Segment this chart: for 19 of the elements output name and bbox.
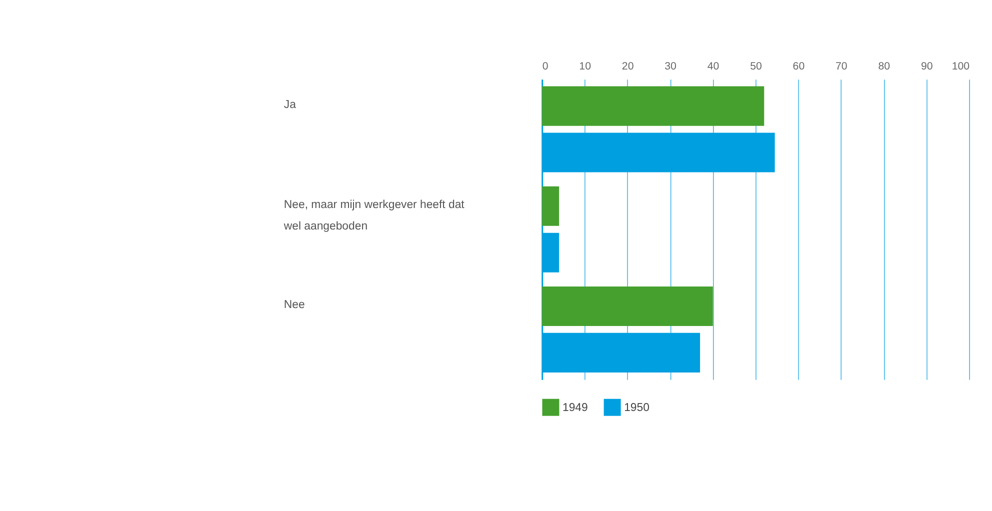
bar xyxy=(542,186,560,226)
bar xyxy=(542,86,764,126)
x-tick-label: 40 xyxy=(707,60,720,73)
y-tick-label: Ja xyxy=(284,99,297,112)
y-tick-label: Nee, maar mijn werkgever heeft dat wel aangeboden xyxy=(282,199,466,232)
y-tick-label: Nee xyxy=(284,299,305,312)
x-tick-label: 70 xyxy=(836,60,848,73)
x-tick-label: 80 xyxy=(878,60,890,73)
x-tick-label: 10 xyxy=(579,60,592,73)
x-tick-label: 20 xyxy=(622,60,634,73)
x-tick-label: 90 xyxy=(920,60,933,73)
x-tick-label: 30 xyxy=(664,60,677,73)
x-tick-label: 100 xyxy=(952,60,970,73)
x-tick-label: 60 xyxy=(792,60,805,73)
x-tick-label: 50 xyxy=(750,60,762,73)
x-tick-label: 0 xyxy=(542,60,548,73)
bar xyxy=(542,286,713,326)
legend-label: 1950 xyxy=(624,402,650,414)
legend-label: 1949 xyxy=(562,402,588,414)
